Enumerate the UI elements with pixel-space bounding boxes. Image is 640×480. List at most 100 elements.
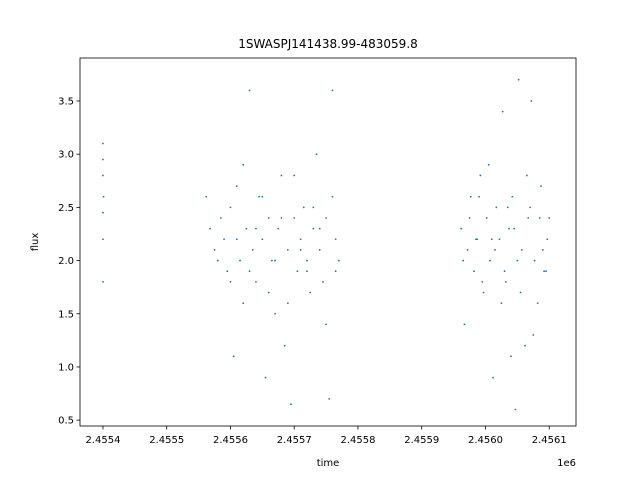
- point: [248, 270, 251, 273]
- point: [541, 249, 544, 251]
- point: [318, 249, 321, 251]
- point: [299, 249, 302, 251]
- point: [321, 280, 324, 283]
- point: [102, 238, 104, 241]
- point: [219, 217, 222, 219]
- point: [102, 174, 104, 177]
- point: [462, 259, 465, 262]
- point: [232, 355, 235, 358]
- point: [331, 89, 334, 92]
- x-tick-label: 2.4559: [404, 435, 439, 446]
- point: [533, 259, 536, 262]
- point: [501, 110, 504, 113]
- point: [312, 227, 315, 230]
- point: [495, 206, 498, 209]
- point: [466, 249, 469, 251]
- y-tick-label: 2.5: [58, 203, 74, 214]
- point: [519, 291, 522, 294]
- point: [476, 238, 479, 241]
- point: [235, 185, 238, 187]
- point: [479, 174, 482, 177]
- point: [216, 259, 219, 262]
- point: [267, 217, 270, 219]
- point: [267, 291, 270, 294]
- point: [277, 227, 280, 230]
- point: [529, 206, 531, 209]
- point: [286, 302, 289, 305]
- point: [245, 227, 248, 230]
- point: [251, 249, 254, 251]
- x-axis-label: time: [317, 458, 340, 469]
- x-tick-label: 2.4558: [340, 435, 375, 446]
- point: [325, 217, 327, 219]
- point: [299, 238, 302, 241]
- point: [235, 238, 238, 241]
- point: [242, 302, 245, 305]
- point: [538, 217, 541, 219]
- points: [102, 78, 551, 411]
- point: [302, 206, 305, 209]
- y-tick-label: 3.5: [58, 96, 74, 107]
- point: [280, 174, 283, 177]
- point: [309, 291, 312, 294]
- point: [328, 397, 331, 400]
- point: [293, 174, 296, 177]
- point: [258, 195, 261, 198]
- point: [261, 238, 264, 241]
- point: [209, 227, 211, 230]
- point: [102, 142, 104, 145]
- point: [473, 270, 475, 273]
- point: [331, 195, 334, 198]
- point: [498, 238, 501, 241]
- y-tick-label: 1.5: [58, 309, 74, 320]
- point: [485, 217, 488, 219]
- point: [213, 249, 216, 251]
- point: [290, 403, 292, 406]
- point: [296, 270, 299, 273]
- x-tick-label: 2.4561: [532, 435, 567, 446]
- point: [489, 259, 491, 262]
- point: [543, 270, 546, 273]
- point: [255, 280, 257, 283]
- point: [286, 249, 289, 251]
- point: [337, 259, 340, 262]
- point: [463, 323, 466, 326]
- point: [494, 249, 496, 251]
- point: [318, 227, 321, 230]
- point: [481, 280, 484, 283]
- y-axis-label: flux: [30, 233, 41, 252]
- point: [102, 280, 104, 283]
- point: [229, 280, 232, 283]
- point: [504, 280, 507, 283]
- point: [524, 344, 526, 347]
- point: [261, 195, 264, 198]
- point: [526, 174, 528, 177]
- point: [293, 217, 296, 219]
- point: [226, 270, 229, 273]
- x-offset-label: 1e6: [557, 458, 576, 469]
- x-tick-label: 2.4555: [149, 435, 184, 446]
- y-tick-label: 2.0: [58, 256, 74, 267]
- point: [490, 238, 493, 241]
- point: [102, 211, 104, 214]
- x-tick-label: 2.4554: [85, 435, 120, 446]
- point: [527, 217, 530, 219]
- point: [242, 163, 245, 166]
- point: [334, 238, 337, 241]
- point: [280, 217, 283, 219]
- point: [255, 227, 257, 230]
- y-tick-label: 1.0: [58, 362, 74, 373]
- point: [478, 195, 480, 198]
- point: [102, 195, 105, 198]
- point: [264, 376, 267, 379]
- point: [508, 227, 510, 230]
- point: [516, 259, 519, 262]
- point: [503, 270, 506, 273]
- point: [520, 249, 523, 251]
- point: [223, 238, 225, 241]
- point: [548, 217, 551, 219]
- point: [540, 185, 542, 187]
